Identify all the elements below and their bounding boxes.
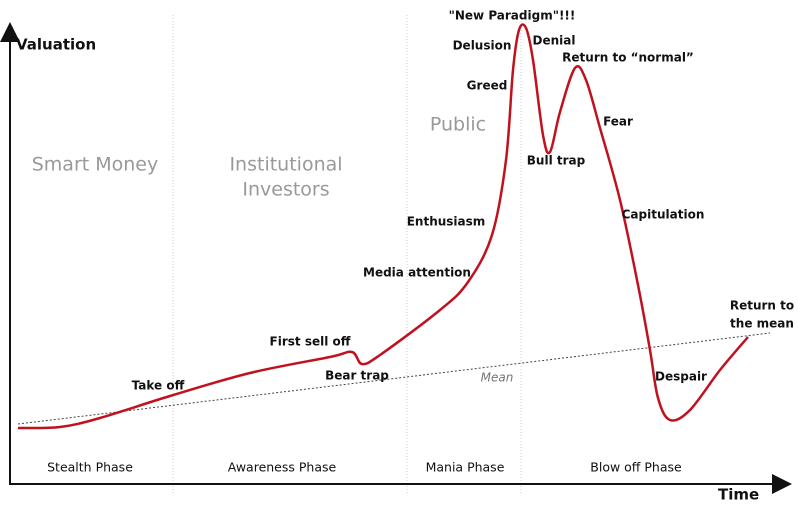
phase-label: Awareness Phase — [228, 460, 337, 475]
annotation: First sell off — [270, 335, 351, 349]
annotation: Capitulation — [622, 208, 705, 222]
mean-label: Mean — [481, 371, 514, 385]
annotation: Despair — [655, 370, 707, 384]
group-label: Public — [430, 114, 486, 136]
group-label: Investors — [242, 179, 329, 201]
annotation: Delusion — [453, 39, 512, 53]
annotation: the mean — [730, 317, 794, 331]
dividers — [172, 15, 522, 495]
annotation: Fear — [603, 115, 633, 129]
bubble-curve — [17, 23, 749, 430]
y-axis-label: Valuation — [16, 36, 96, 54]
annotation: Enthusiasm — [407, 215, 486, 229]
annotation: Greed — [467, 79, 508, 93]
phase-label: Mania Phase — [426, 460, 505, 475]
group-label: Institutional — [229, 154, 342, 176]
annotation: Bull trap — [527, 154, 586, 168]
annotation: Media attention — [363, 266, 471, 280]
annotation: Return to — [730, 299, 794, 313]
annotation: Denial — [533, 34, 576, 48]
phase-label: Stealth Phase — [47, 460, 133, 475]
phase-label: Blow off Phase — [590, 460, 682, 475]
annotation: Take off — [132, 379, 185, 393]
group-label: Smart Money — [32, 154, 159, 176]
annotation: "New Paradigm"!!! — [449, 9, 576, 23]
x-axis-label: Time — [718, 486, 759, 504]
annotation: Bear trap — [325, 369, 389, 383]
annotation: Return to “normal” — [562, 51, 694, 65]
